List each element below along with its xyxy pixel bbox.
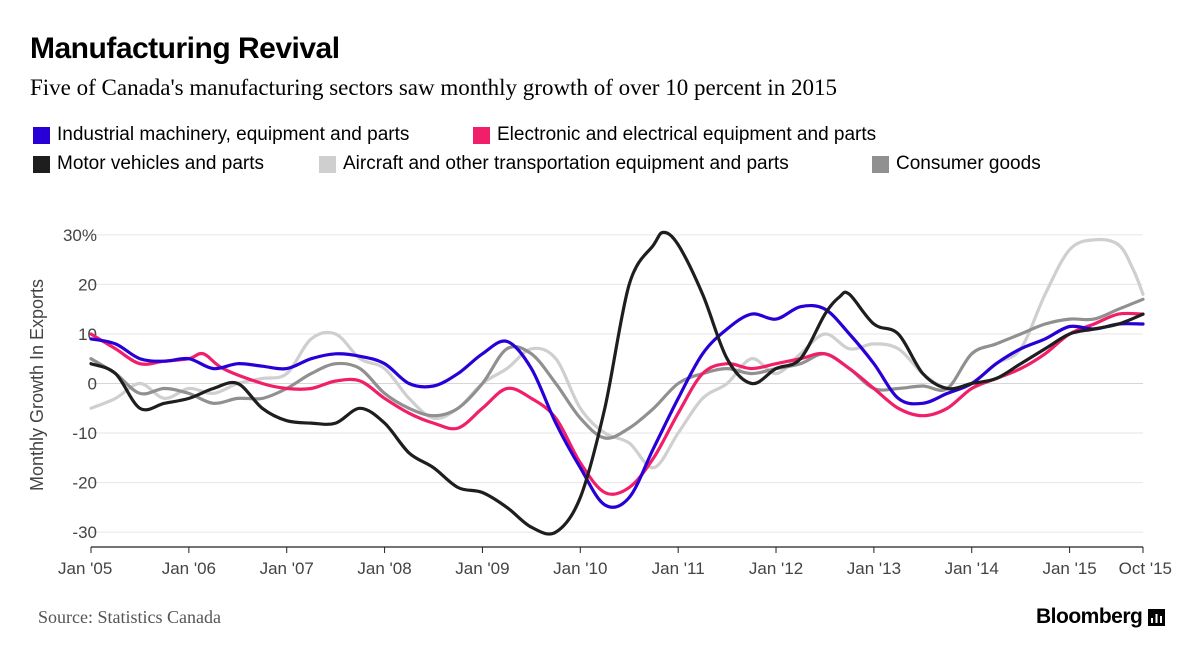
legend-label: Motor vehicles and parts	[57, 153, 264, 174]
x-tick-label: Jan '09	[455, 559, 509, 578]
legend-item-industrial-machinery: Industrial machinery, equipment and part…	[33, 124, 409, 146]
y-tick-label: -10	[72, 424, 97, 443]
legend-item-aircraft: Aircraft and other transportation equipm…	[319, 153, 789, 175]
chart-subtitle: Five of Canada's manufacturing sectors s…	[30, 75, 838, 100]
x-tick-label: Jan '15	[1042, 559, 1096, 578]
series-line-consumer-goods	[89, 297, 1145, 440]
legend-swatch	[319, 155, 336, 173]
y-tick-label: -30	[72, 523, 97, 542]
y-tick-label: 30%	[63, 226, 97, 245]
legend-label: Aircraft and other transportation equipm…	[343, 153, 789, 174]
series-line-motor-vehicles	[89, 230, 1145, 536]
legend-item-consumer-goods: Consumer goods	[872, 153, 1041, 175]
series-line-aircraft	[89, 237, 1145, 470]
chart-series	[89, 230, 1145, 536]
legend-swatch	[473, 126, 490, 144]
y-tick-label: 0	[88, 375, 97, 394]
x-tick-label: Jan '14	[945, 559, 999, 578]
x-tick-label: Jan '05	[58, 559, 112, 578]
legend-swatch	[33, 126, 50, 144]
x-tick-label: Jan '07	[260, 559, 314, 578]
x-tick-label: Oct '15	[1119, 559, 1172, 578]
x-tick-label: Jan '11	[652, 559, 705, 578]
source-note: Source: Statistics Canada	[38, 607, 221, 627]
chart-title: Manufacturing Revival	[30, 32, 340, 65]
brand-logo: Bloomberg	[1036, 605, 1166, 629]
legend-item-motor-vehicles: Motor vehicles and parts	[33, 153, 264, 175]
brand-name: Bloomberg	[1036, 605, 1143, 628]
legend-swatch	[33, 155, 50, 173]
x-tick-label: Jan '13	[847, 559, 901, 578]
legend-label: Consumer goods	[896, 153, 1041, 174]
bloomberg-chart-icon	[1148, 608, 1166, 626]
x-axis: Jan '05 Jan '06 Jan '07 Jan '08 Jan '09 Jan '…	[58, 546, 1172, 578]
x-tick-label: Jan '08	[357, 559, 411, 578]
x-tick-label: Jan '12	[749, 559, 803, 578]
x-tick-label: Jan '06	[162, 559, 216, 578]
legend-swatch	[872, 155, 889, 173]
legend-label: Electronic and electrical equipment and …	[497, 124, 877, 145]
legend-item-electronic-equipment: Electronic and electrical equipment and …	[473, 124, 876, 146]
x-tick-label: Jan '10	[553, 559, 607, 578]
y-axis-title: Monthly Growth In Exports	[27, 279, 47, 491]
legend-label: Industrial machinery, equipment and part…	[57, 124, 410, 145]
y-tick-label: 20	[78, 275, 97, 294]
y-tick-label: -20	[72, 474, 97, 493]
series-line-electronic-equipment	[89, 311, 1145, 496]
